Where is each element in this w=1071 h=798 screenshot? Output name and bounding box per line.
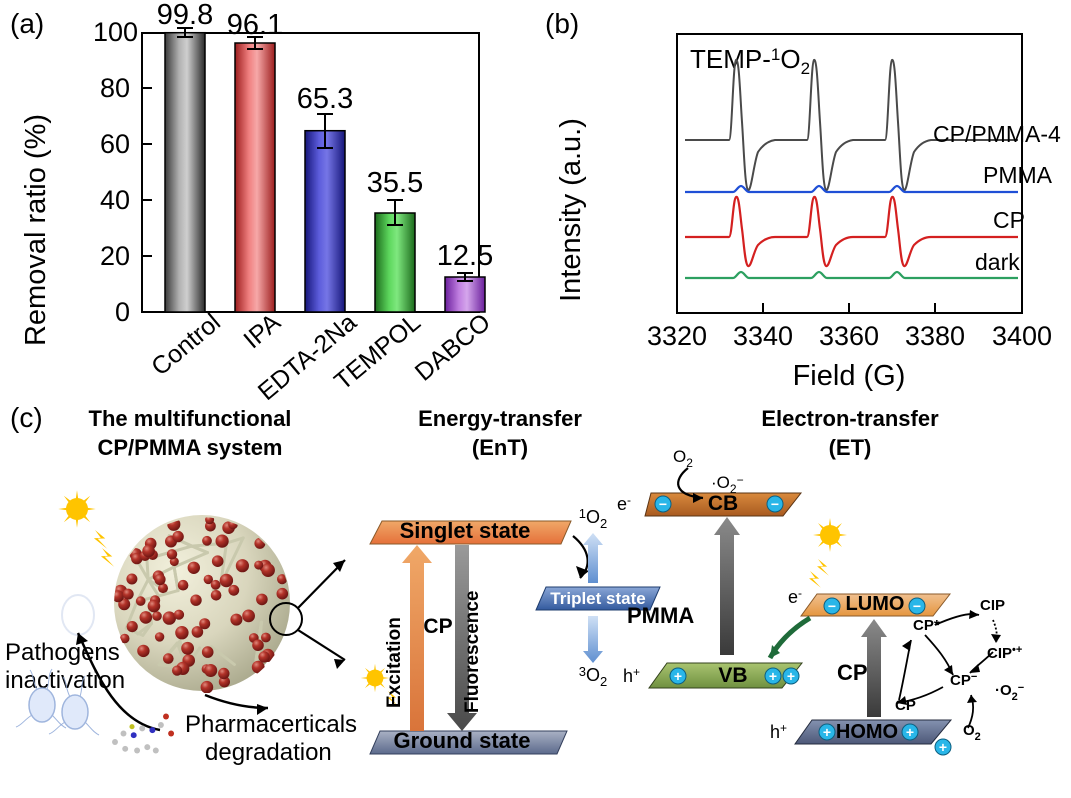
svg-text:CP: CP xyxy=(423,615,452,638)
svg-text:Removal ratio (%): Removal ratio (%) xyxy=(20,114,52,346)
svg-text:+: + xyxy=(769,668,777,684)
svg-text:CP/PMMA-4: CP/PMMA-4 xyxy=(933,121,1061,147)
svg-text:PMMA: PMMA xyxy=(983,162,1053,188)
svg-text:Control: Control xyxy=(146,308,226,381)
svg-text:IPA: IPA xyxy=(238,308,286,354)
svg-text:TEMP-1O2: TEMP-1O2 xyxy=(690,44,810,78)
svg-text:96.1: 96.1 xyxy=(227,9,283,41)
svg-text:−: − xyxy=(828,598,836,614)
svg-text:VB: VB xyxy=(718,664,747,687)
svg-text:+: + xyxy=(787,668,795,684)
svg-text:e-: e- xyxy=(617,493,631,514)
svg-text:40: 40 xyxy=(100,185,130,215)
svg-text:DABCO: DABCO xyxy=(410,308,496,387)
svg-text:CIP: CIP xyxy=(980,597,1005,614)
svg-text:100: 100 xyxy=(93,17,138,47)
svg-text:0: 0 xyxy=(115,297,130,327)
svg-text:h+: h+ xyxy=(623,665,640,686)
svg-text:−: − xyxy=(913,598,921,614)
svg-text:20: 20 xyxy=(100,241,130,271)
svg-text:35.5: 35.5 xyxy=(367,167,423,199)
svg-text:HOMO: HOMO xyxy=(836,721,898,743)
svg-text:65.3: 65.3 xyxy=(297,83,353,115)
svg-text:60: 60 xyxy=(100,129,130,159)
svg-text:3360: 3360 xyxy=(819,321,879,351)
svg-text:3380: 3380 xyxy=(905,321,965,351)
svg-text:degradation: degradation xyxy=(205,739,332,766)
svg-text:99.8: 99.8 xyxy=(157,0,213,31)
svg-text:Singlet state: Singlet state xyxy=(400,518,531,543)
svg-text:CP: CP xyxy=(837,660,868,685)
svg-text:+: + xyxy=(939,739,947,755)
svg-text:CP: CP xyxy=(993,207,1025,233)
svg-text:1O2: 1O2 xyxy=(579,506,607,531)
svg-text:Field (G): Field (G) xyxy=(793,360,906,392)
svg-text:+: + xyxy=(906,724,914,740)
svg-text:+: + xyxy=(674,668,682,684)
svg-text:Excitation: Excitation xyxy=(384,617,405,708)
svg-text:·O2−: ·O2− xyxy=(995,682,1024,703)
svg-text:3320: 3320 xyxy=(647,321,707,351)
svg-text:+: + xyxy=(823,724,831,740)
svg-text:−: − xyxy=(659,496,667,512)
svg-text:CP−: CP− xyxy=(950,671,977,689)
svg-text:h+: h+ xyxy=(770,721,787,742)
svg-text:O2: O2 xyxy=(673,447,693,470)
svg-text:O2: O2 xyxy=(963,722,981,743)
svg-text:3400: 3400 xyxy=(992,321,1052,351)
svg-text:3O2: 3O2 xyxy=(579,664,607,689)
svg-text:Pathogens: Pathogens xyxy=(5,639,120,666)
svg-text:−: − xyxy=(771,496,779,512)
svg-text:Ground state: Ground state xyxy=(394,728,531,753)
svg-text:80: 80 xyxy=(100,73,130,103)
svg-text:Pharmacerticals: Pharmacerticals xyxy=(185,711,357,738)
svg-text:Intensity (a.u.): Intensity (a.u.) xyxy=(555,118,587,302)
svg-text:Fluorescence: Fluorescence xyxy=(462,591,483,714)
svg-text:e-: e- xyxy=(788,586,802,607)
svg-text:12.5: 12.5 xyxy=(437,240,493,272)
svg-text:PMMA: PMMA xyxy=(627,603,694,628)
svg-text:LUMO: LUMO xyxy=(846,593,905,615)
svg-text:3340: 3340 xyxy=(733,321,793,351)
svg-text:dark: dark xyxy=(975,249,1020,275)
